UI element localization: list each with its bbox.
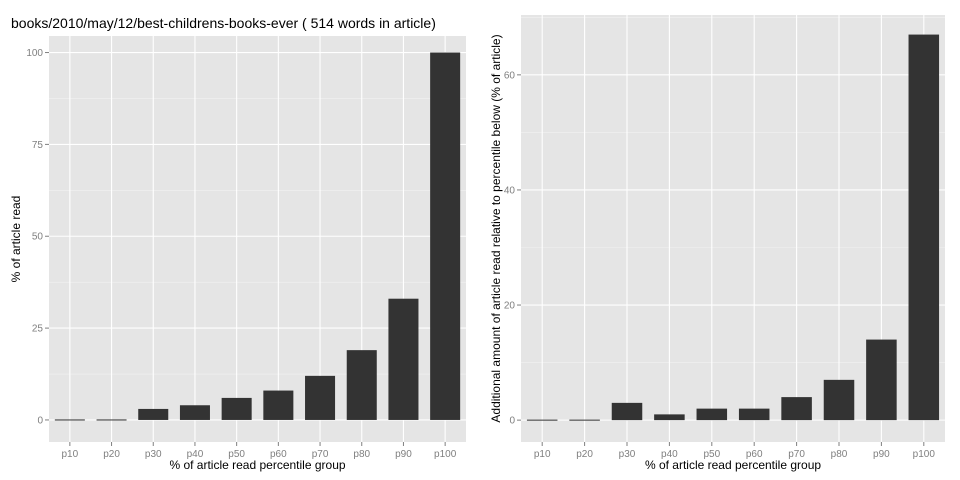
y-tick-label: 25	[32, 324, 44, 335]
x-tick-label: p80	[353, 449, 370, 460]
x-tick-label: p50	[703, 449, 720, 460]
x-tick-label: p40	[187, 449, 204, 460]
y-tick-label: 75	[32, 140, 44, 151]
bar-p40	[179, 405, 210, 420]
x-tick-label: p60	[746, 449, 763, 460]
y-tick-label: 40	[504, 185, 516, 196]
x-tick-label: p100	[913, 449, 936, 460]
chart-panel-1: 0 25 50 75 100 p10 p20 p30 p40 p50 p60 p70 p80 p90 p10…	[9, 15, 466, 472]
bar-p80	[346, 350, 377, 420]
x-tick-label: p60	[270, 449, 287, 460]
bar-p80	[823, 379, 855, 421]
bar-p70	[305, 375, 336, 420]
bar-p30	[611, 402, 643, 421]
x-tick-label: p50	[228, 449, 245, 460]
x-tick-label: p90	[395, 449, 412, 460]
bar-p70	[781, 397, 812, 421]
y-tick-label: 0	[509, 416, 515, 427]
bar-p100	[430, 52, 461, 420]
bar-p40	[654, 414, 685, 421]
bar-p60	[263, 390, 294, 420]
x-tick-label: p90	[873, 449, 890, 460]
x-tick-label: p40	[661, 449, 678, 460]
y-tick-label: 50	[32, 232, 44, 243]
x-tick-label: p30	[145, 449, 162, 460]
x-tick-label: p100	[434, 449, 457, 460]
chart-panel-2: 0 20 40 60 p10 p20 p30 p40 p50 p60 p70 p80 p90 p100 % …	[489, 15, 945, 472]
x-axis-title: % of article read percentile group	[645, 458, 821, 472]
bar-p90	[866, 339, 897, 421]
bar-p30	[138, 408, 169, 420]
bar-p10	[526, 419, 558, 421]
y-tick-label: 0	[37, 415, 43, 426]
y-axis-title: Additional amount of article read relati…	[489, 34, 503, 422]
x-tick-label: p20	[576, 449, 593, 460]
x-tick-label: p10	[62, 449, 79, 460]
y-axis-title: % of article read	[9, 196, 23, 283]
bar-p60	[738, 408, 770, 421]
x-tick-label: p20	[103, 449, 120, 460]
x-tick-label: p10	[534, 449, 551, 460]
bar-p90	[388, 298, 419, 420]
y-tick-label: 20	[504, 301, 516, 312]
y-tick-label: 60	[504, 70, 516, 81]
bar-p20	[96, 419, 127, 421]
x-axis-title: % of article read percentile group	[169, 458, 345, 472]
bar-p50	[696, 408, 728, 421]
x-tick-label: p70	[312, 449, 329, 460]
bar-p10	[54, 419, 85, 421]
y-tick-label: 100	[26, 48, 43, 59]
bar-p20	[569, 419, 600, 421]
x-tick-label: p80	[831, 449, 848, 460]
x-tick-label: p70	[788, 449, 805, 460]
x-tick-label: p30	[619, 449, 636, 460]
chart-title: books/2010/may/12/best-childrens-books-e…	[11, 15, 436, 31]
bar-p50	[221, 397, 252, 420]
bar-p100	[908, 34, 940, 421]
